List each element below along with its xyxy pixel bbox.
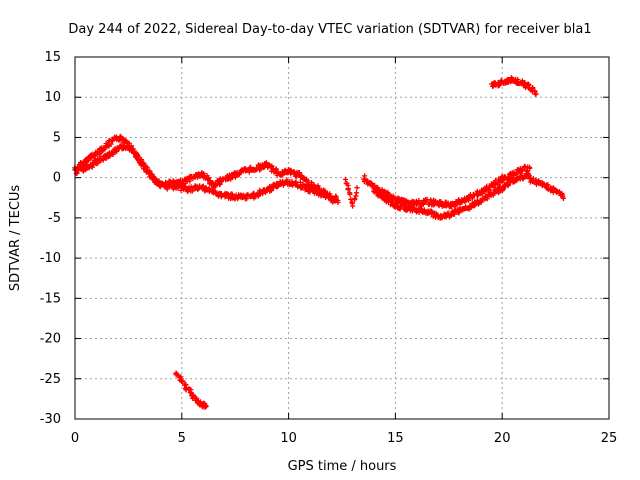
data-point — [182, 183, 189, 190]
series-afternoon-lower — [371, 171, 532, 221]
data-point — [180, 378, 186, 385]
y-axis-label: SDTVAR / TECUs — [8, 185, 23, 292]
y-tick-label: -10 — [40, 251, 61, 266]
data-point — [450, 211, 457, 217]
data-point — [342, 176, 349, 182]
series-lower-arc — [173, 370, 209, 410]
plot-frame — [74, 56, 610, 420]
data-point — [381, 194, 387, 200]
data-point — [182, 382, 188, 388]
series-upper-arc — [489, 75, 539, 97]
y-tick-label: 5 — [53, 130, 61, 145]
data-point — [545, 182, 551, 188]
series-afternoon-upper — [361, 163, 533, 210]
data-point — [389, 195, 395, 201]
data-point — [188, 389, 194, 396]
data-point — [491, 191, 497, 197]
data-point — [203, 404, 209, 410]
data-point — [217, 181, 223, 187]
data-point — [164, 186, 170, 192]
data-point — [526, 164, 533, 170]
x-tick-label: 25 — [601, 431, 618, 446]
data-point — [335, 199, 341, 206]
grid — [75, 57, 609, 419]
y-tick-label: 10 — [44, 90, 61, 105]
data-point — [522, 80, 528, 86]
y-tick-label: 0 — [53, 171, 61, 186]
data-point — [484, 196, 490, 202]
data-point — [145, 169, 151, 175]
data-point — [525, 171, 532, 177]
data-point — [453, 202, 459, 208]
data-point — [320, 190, 327, 196]
data-point — [102, 145, 108, 151]
data-point — [533, 91, 539, 97]
data-point — [151, 174, 157, 180]
data-point — [347, 190, 353, 196]
data-point — [560, 194, 566, 200]
data-point — [254, 165, 260, 171]
y-tick-label: -20 — [40, 332, 61, 347]
series-mid-cluster — [342, 176, 360, 209]
x-tick-label: 0 — [71, 431, 79, 446]
series-lower-band — [73, 142, 341, 206]
data-point — [353, 190, 360, 196]
data-point — [513, 171, 520, 177]
x-axis-label: GPS time / hours — [288, 459, 397, 474]
data-point — [354, 185, 360, 191]
y-tick-label: -25 — [40, 372, 61, 387]
data-point — [108, 141, 114, 147]
data-points — [72, 75, 567, 410]
data-point — [269, 163, 275, 169]
data-point — [96, 151, 102, 158]
y-tick-label: 15 — [44, 50, 61, 65]
data-point — [189, 188, 196, 194]
y-tick-label: -30 — [40, 412, 61, 427]
data-point — [500, 178, 506, 184]
x-tick-label: 10 — [280, 431, 297, 446]
data-point — [333, 196, 339, 203]
data-point — [417, 205, 423, 211]
data-point — [305, 178, 311, 184]
data-point — [197, 399, 204, 405]
x-tick-label: 5 — [178, 431, 186, 446]
data-point — [85, 157, 91, 163]
data-point — [100, 156, 106, 162]
data-point — [426, 201, 432, 207]
chart-title: Day 244 of 2022, Sidereal Day-to-day VTE… — [68, 22, 591, 37]
data-point — [295, 182, 301, 188]
y-axis: 15 10 5 0 -5 -10 -15 -20 -25 -30 — [40, 50, 609, 427]
data-point — [345, 185, 351, 191]
x-tick-label: 15 — [387, 431, 404, 446]
x-axis: 0 5 10 15 20 25 — [71, 57, 617, 446]
x-tick-label: 20 — [494, 431, 511, 446]
data-point — [245, 192, 251, 198]
data-point — [288, 171, 294, 177]
data-point — [349, 200, 355, 207]
y-tick-label: -5 — [48, 211, 61, 226]
data-point — [244, 195, 250, 202]
data-point — [299, 172, 305, 179]
series-upper-band — [72, 133, 341, 204]
data-point — [305, 184, 312, 191]
series-late-tail — [526, 175, 567, 201]
y-tick-label: -15 — [40, 291, 61, 306]
